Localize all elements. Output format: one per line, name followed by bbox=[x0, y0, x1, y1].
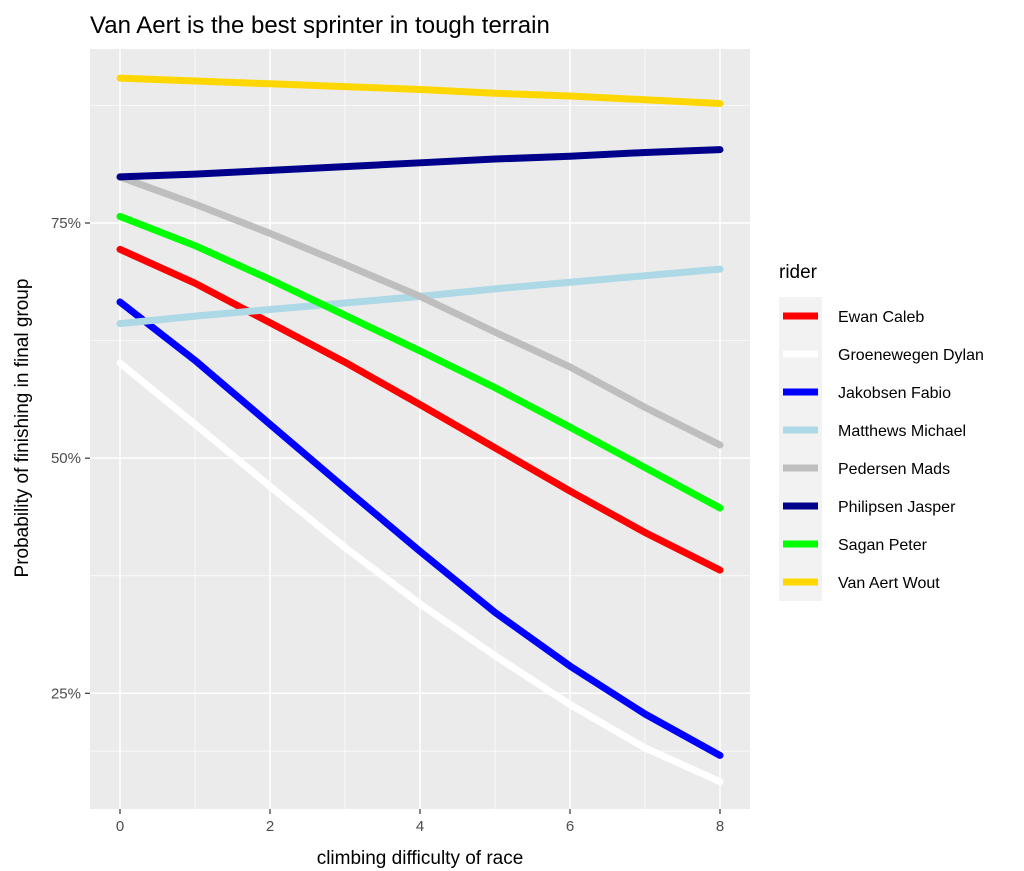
x-axis-ticks: 0 2 4 6 8 bbox=[116, 809, 724, 835]
legend-label: Van Aert Wout bbox=[838, 575, 940, 592]
legend-title: rider bbox=[779, 262, 818, 283]
series-line-van-aert-wout bbox=[116, 74, 724, 108]
x-tick-label: 6 bbox=[566, 818, 574, 835]
series-line-pedersen-mads bbox=[116, 173, 724, 449]
x-tick-label: 8 bbox=[716, 818, 724, 835]
series-lines bbox=[116, 74, 724, 786]
legend-label: Sagan Peter bbox=[838, 537, 928, 554]
chart-title: Van Aert is the best sprinter in tough t… bbox=[90, 12, 550, 39]
legend-label: Ewan Caleb bbox=[838, 309, 924, 326]
legend-items: Ewan Caleb Groenewegen Dylan Jakobsen Fabi… bbox=[779, 297, 984, 601]
x-tick-label: 2 bbox=[266, 818, 274, 835]
series-line-groenewegen-dylan bbox=[116, 359, 724, 786]
y-tick-label: 75% bbox=[51, 215, 81, 232]
legend-label: Jakobsen Fabio bbox=[838, 385, 951, 402]
legend-label: Philipsen Jasper bbox=[838, 499, 956, 516]
series-line-sagan-peter bbox=[116, 212, 724, 512]
y-tick-label: 25% bbox=[51, 685, 81, 702]
series-line-philipsen-jasper bbox=[116, 146, 724, 181]
y-axis-title: Probability of finishing in final group bbox=[12, 279, 33, 578]
legend-label: Matthews Michael bbox=[838, 423, 966, 440]
series-line-ewan-caleb bbox=[116, 245, 724, 574]
x-axis-title: climbing difficulty of race bbox=[317, 848, 524, 869]
legend-label: Pedersen Mads bbox=[838, 461, 950, 478]
series-line-jakobsen-fabio bbox=[116, 298, 724, 759]
y-tick-label: 50% bbox=[51, 450, 81, 467]
legend-label: Groenewegen Dylan bbox=[838, 347, 984, 364]
x-tick-label: 0 bbox=[116, 818, 124, 835]
y-axis-ticks: 25% 50% 75% bbox=[51, 215, 90, 702]
legend: rider Ewan Caleb Groenewegen Dylan Jakobse… bbox=[779, 262, 984, 601]
x-tick-label: 4 bbox=[416, 818, 424, 835]
